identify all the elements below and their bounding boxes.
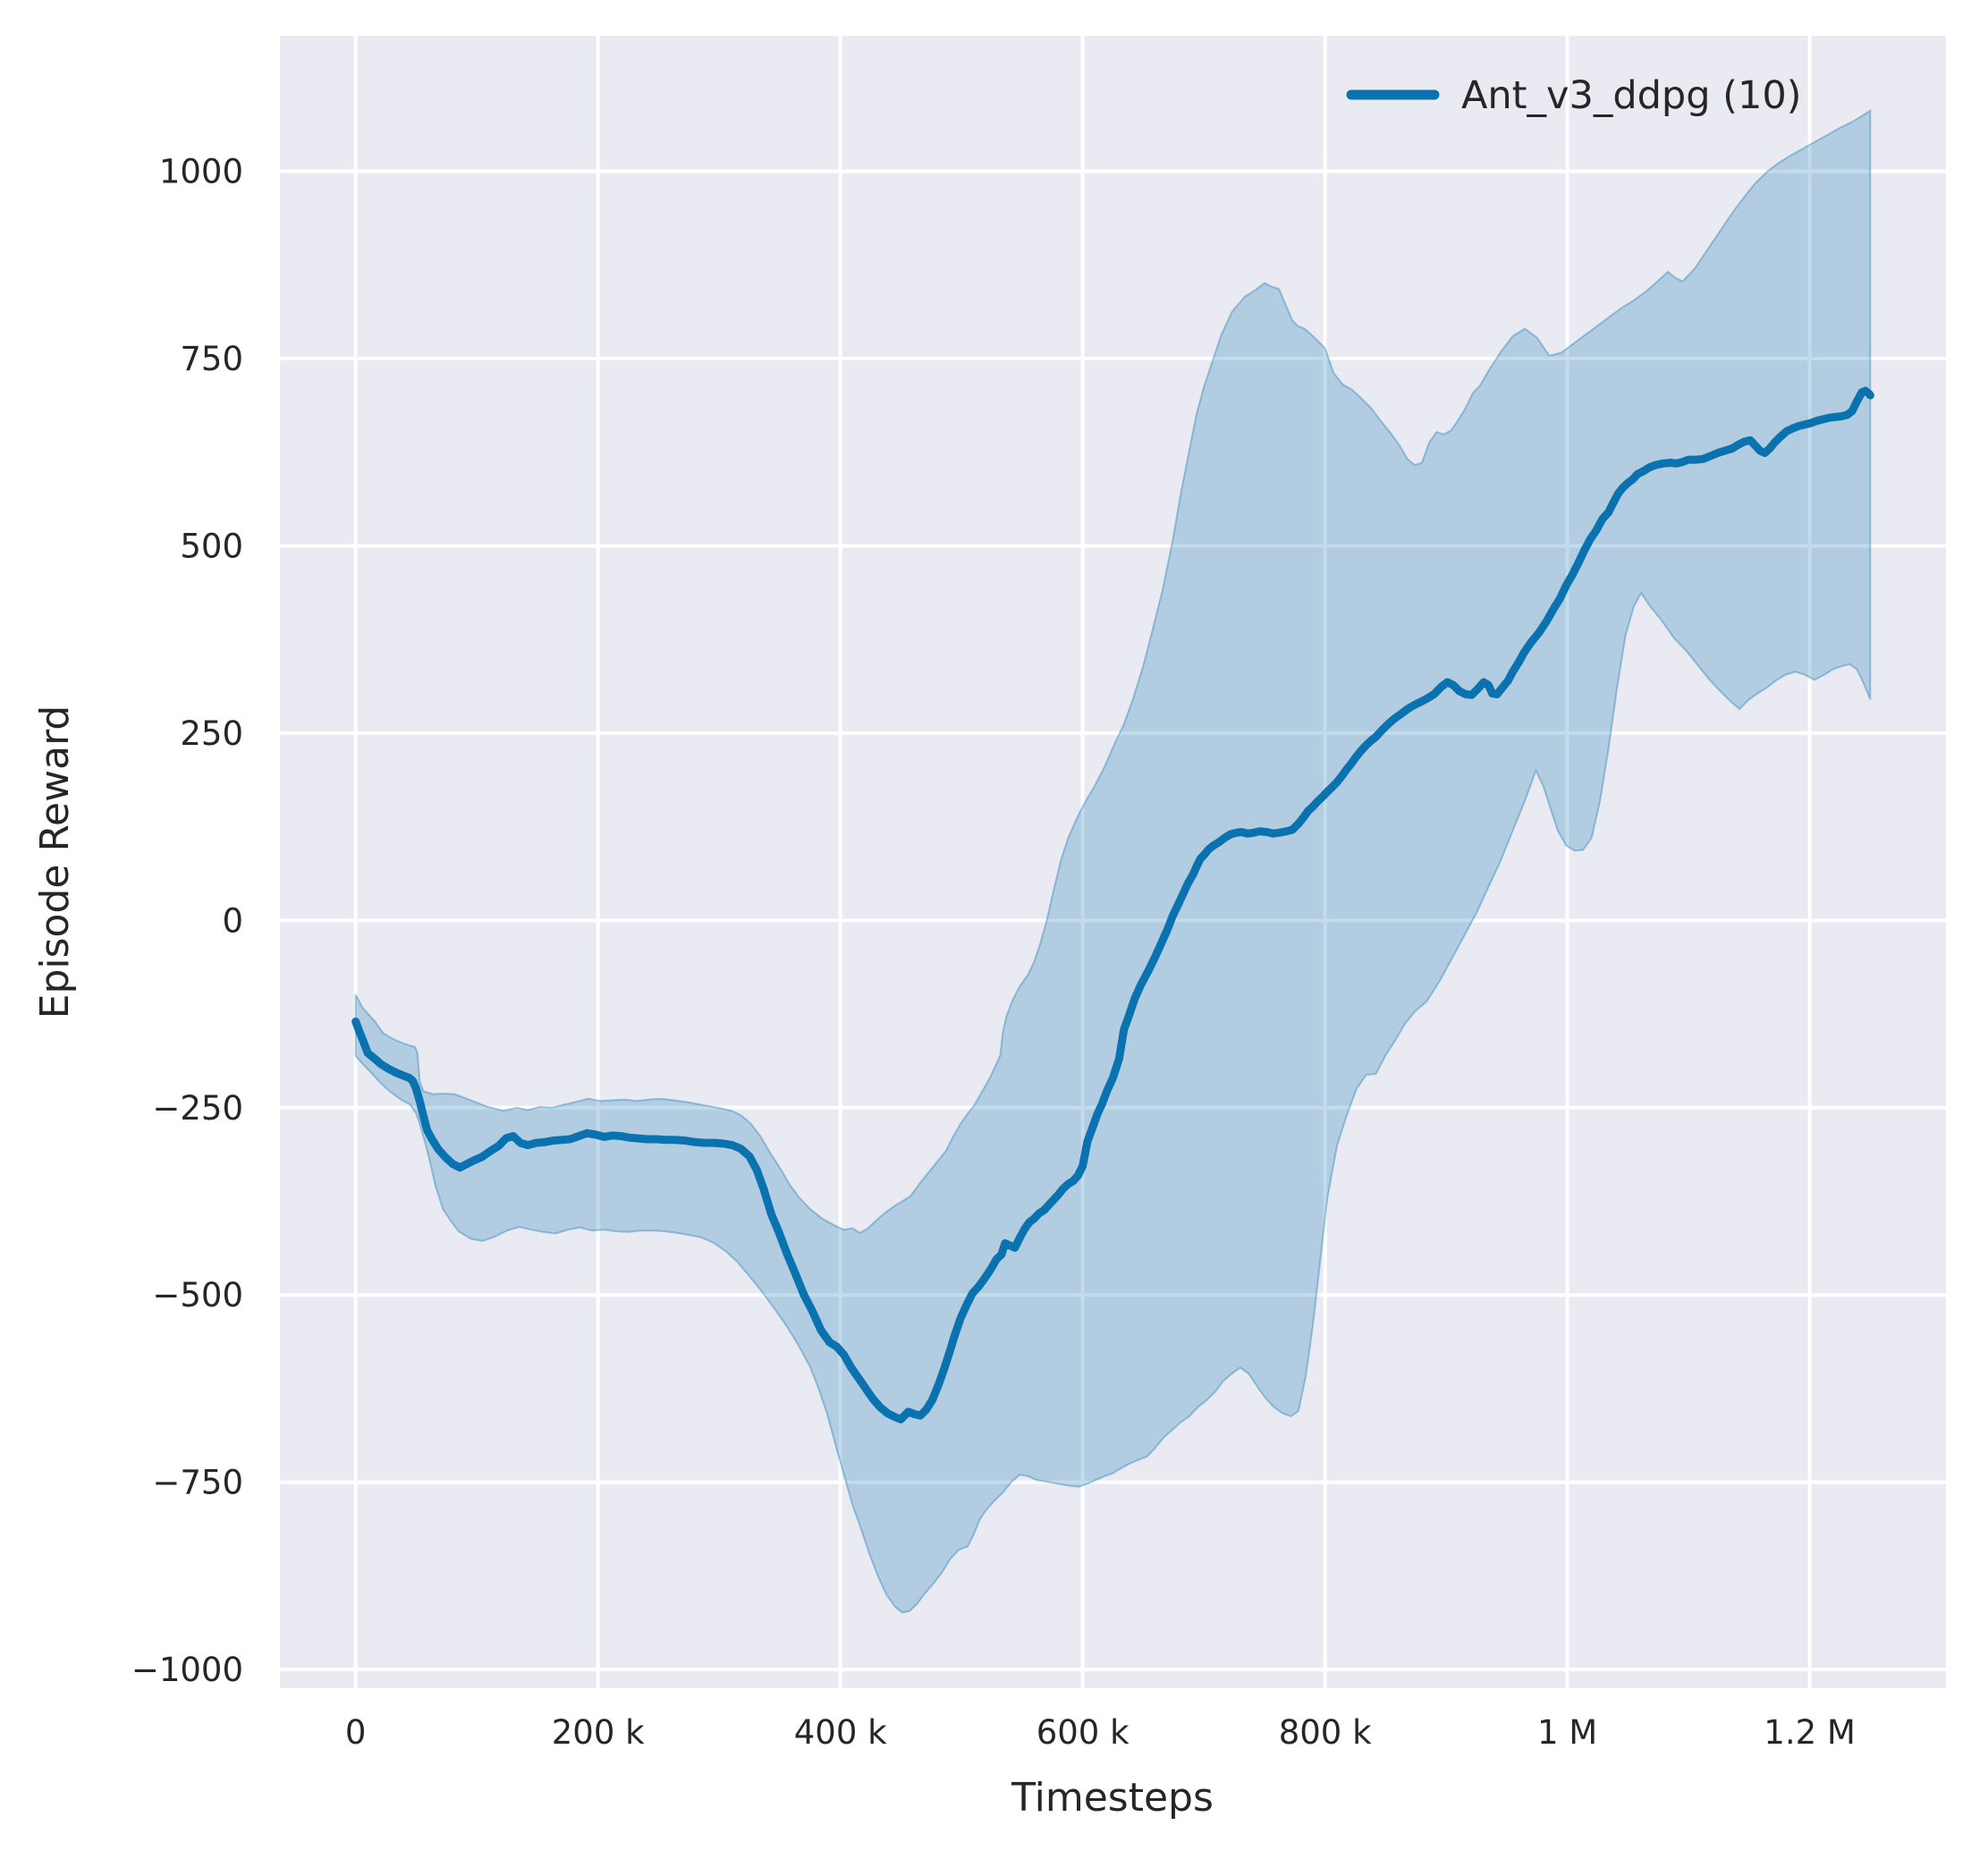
y-tick-label: −500 [152, 1276, 243, 1314]
y-tick-label: 250 [180, 714, 243, 753]
y-tick-label: 500 [180, 527, 243, 565]
confidence-band [354, 109, 1872, 1614]
x-axis-label: Timesteps [1011, 1775, 1214, 1821]
legend-label: Ant_v3_ddpg (10) [1461, 73, 1801, 118]
y-tick-label: 1000 [159, 153, 243, 191]
gridlines [280, 36, 1946, 1688]
x-tick-label: 0 [345, 1713, 367, 1752]
x-tick-labels: 0 200 k 400 k 600 k 800 k 1 M 1.2 M [345, 1713, 1856, 1752]
x-tick-label: 1 M [1537, 1713, 1597, 1752]
legend: Ant_v3_ddpg (10) [1346, 73, 1801, 118]
y-tick-label: 0 [222, 901, 243, 940]
mean-reward-line [351, 386, 1874, 1424]
y-tick-label: 750 [180, 340, 243, 378]
y-tick-label: −750 [152, 1464, 243, 1502]
y-axis-label: Episode Reward [32, 706, 78, 1019]
x-tick-label: 800 k [1279, 1713, 1372, 1752]
y-tick-label: −250 [152, 1089, 243, 1128]
std-band-polygon [354, 109, 1872, 1614]
x-tick-label: 200 k [552, 1713, 645, 1752]
plot-area [280, 36, 1946, 1688]
x-tick-label: 400 k [794, 1713, 887, 1752]
y-tick-labels: 1000 750 500 250 0 −250 −500 −750 −1000 [131, 153, 243, 1689]
mean-line [351, 386, 1874, 1424]
y-tick-label: −1000 [131, 1651, 243, 1689]
x-tick-label: 1.2 M [1764, 1713, 1856, 1752]
x-tick-label: 600 k [1037, 1713, 1130, 1752]
